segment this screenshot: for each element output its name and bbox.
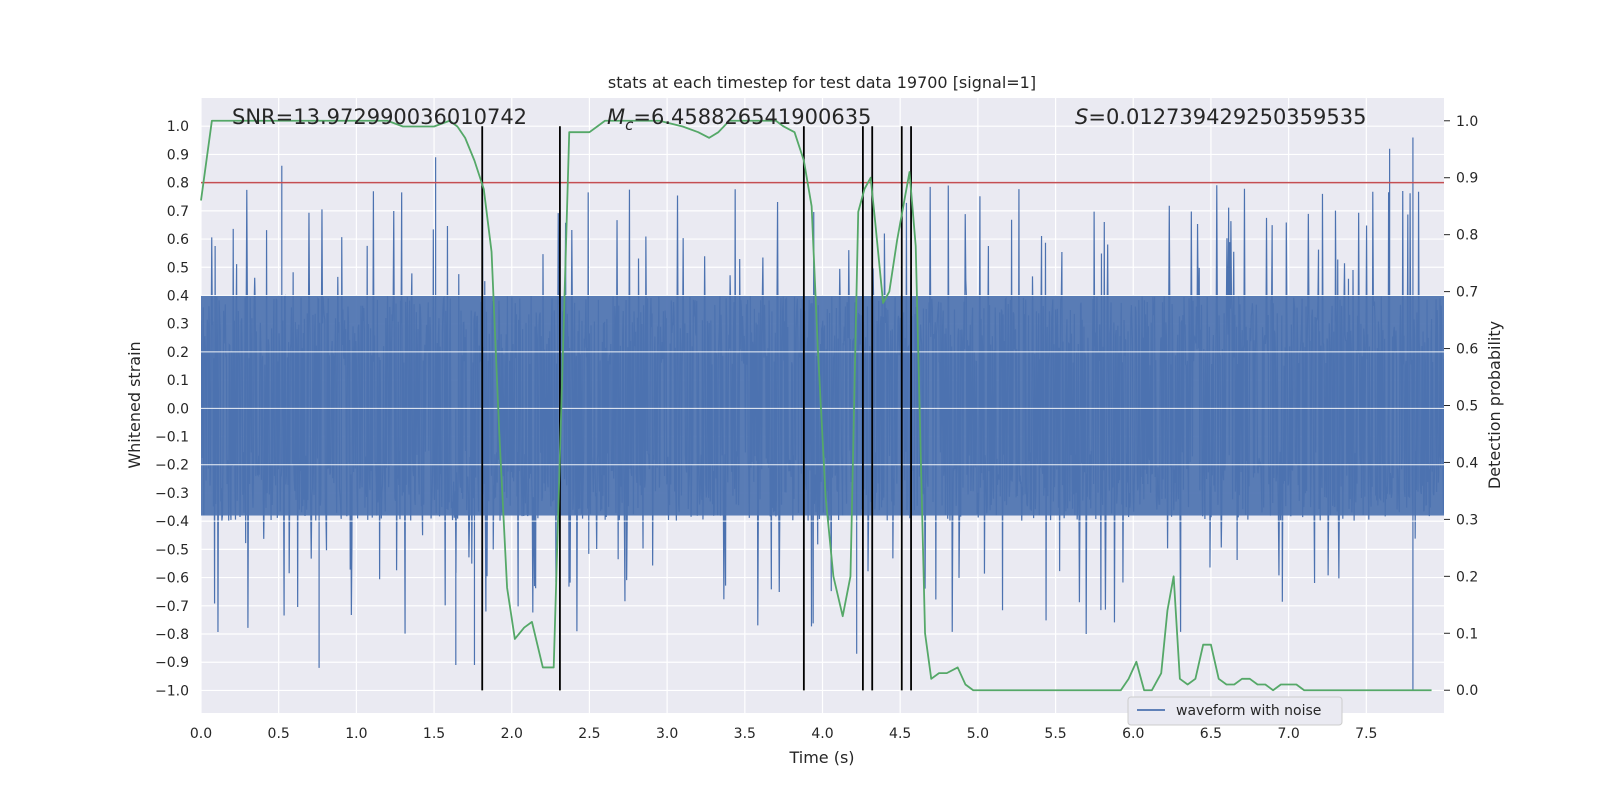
x-tick-label: 5.5 [1044,726,1066,742]
y-right-tick-label: 0.8 [1456,228,1478,244]
y-left-tick-label: 0.7 [167,204,189,220]
y-left-tick-label: −0.7 [155,599,189,615]
x-tick-label: 7.0 [1277,726,1299,742]
detection-probability-line [200,119,1432,692]
y-left-tick-label: 0.5 [167,260,189,276]
y-left-tick-label: −0.5 [155,542,189,558]
y-right-tick-label: 0.6 [1456,342,1478,358]
y-right-tick-label: 0.3 [1456,512,1478,528]
y-left-tick-label: −1.0 [155,683,189,699]
y-right-tick-label: 0.2 [1456,569,1478,585]
snr-annotation: SNR=13.972990036010742 [232,105,527,129]
chart-title: stats at each timestep for test data 197… [608,73,1036,92]
y-right-tick-label: 0.7 [1456,285,1478,301]
y-right-tick-label: 1.0 [1456,114,1478,130]
y-left-tick-label: 0.0 [167,401,189,417]
y-left-tick-label: 0.8 [167,176,189,192]
y-left-tick-label: 0.4 [167,288,189,304]
chirp-mass-subscript: c [625,116,634,134]
x-tick-label: 3.0 [656,726,678,742]
s-annotation: S=0.012739429250359535 [1075,105,1366,129]
y-left-tick-label: 0.1 [167,373,189,389]
y-left-tick-label: −0.4 [155,514,189,530]
y-left-tick-label: 0.3 [167,317,189,333]
x-tick-label: 1.0 [345,726,367,742]
y-left-tick-label: 0.2 [167,345,189,361]
waveform-with-noise-series [201,137,1444,691]
y-left-tick-label: −0.1 [155,430,189,446]
legend: waveform with noise [1127,696,1343,726]
y-left-tick-label: −0.3 [155,486,189,502]
y-left-tick-label: −0.9 [155,655,189,671]
x-tick-label: 2.0 [501,726,523,742]
x-tick-label: 6.0 [1122,726,1144,742]
chirp-mass-value: =6.458826541900635 [633,105,871,129]
left-axis-label: Whitened strain [125,341,144,468]
x-tick-label: 3.5 [734,726,756,742]
s-symbol: S [1075,105,1088,129]
y-left-tick-label: 0.6 [167,232,189,248]
x-tick-label: 5.0 [967,726,989,742]
x-tick-label: 0.0 [190,726,212,742]
y-right-tick-label: 0.0 [1456,683,1478,699]
y-right-tick-label: 0.1 [1456,626,1478,642]
y-right-tick-label: 0.5 [1456,399,1478,415]
y-right-tick-label: 0.9 [1456,171,1478,187]
right-axis-ticks: 1.0 0.9 0.8 0.7 0.6 0.5 0.4 0.3 0.2 0.1 0.0 [1444,114,1478,699]
x-tick-label: 1.5 [423,726,445,742]
x-tick-label: 4.5 [889,726,911,742]
y-left-tick-label: −0.2 [155,458,189,474]
noise-dense-band [201,295,1444,516]
x-tick-label: 6.5 [1200,726,1222,742]
right-axis-label: Detection probability [1485,321,1504,489]
y-left-tick-label: 1.0 [167,119,189,135]
x-axis-label: Time (s) [788,748,854,767]
x-tick-label: 2.5 [578,726,600,742]
chirp-mass-symbol: M [607,105,625,129]
y-right-tick-label: 0.4 [1456,455,1478,471]
s-value: =0.012739429250359535 [1088,105,1366,129]
y-left-tick-label: −0.8 [155,627,189,643]
x-tick-label: 4.0 [811,726,833,742]
x-tick-label: 7.5 [1355,726,1377,742]
y-left-tick-label: 0.9 [167,147,189,163]
x-axis-ticks: 0.0 0.5 1.0 1.5 2.0 2.5 3.0 3.5 4.0 4.5 5.0 5.5 6.0 6… [190,726,1378,742]
chirp-mass-annotation: Mc=6.458826541900635 [607,105,871,134]
x-tick-label: 0.5 [268,726,290,742]
y-left-tick-label: −0.6 [155,571,189,587]
legend-label: waveform with noise [1176,703,1321,719]
left-axis-ticks: 1.0 0.9 0.8 0.7 0.6 0.5 0.4 0.3 0.2 0.1 0.0 −0.1 −0.… [155,119,189,699]
legend-box [1127,696,1343,726]
event-markers [481,126,912,691]
